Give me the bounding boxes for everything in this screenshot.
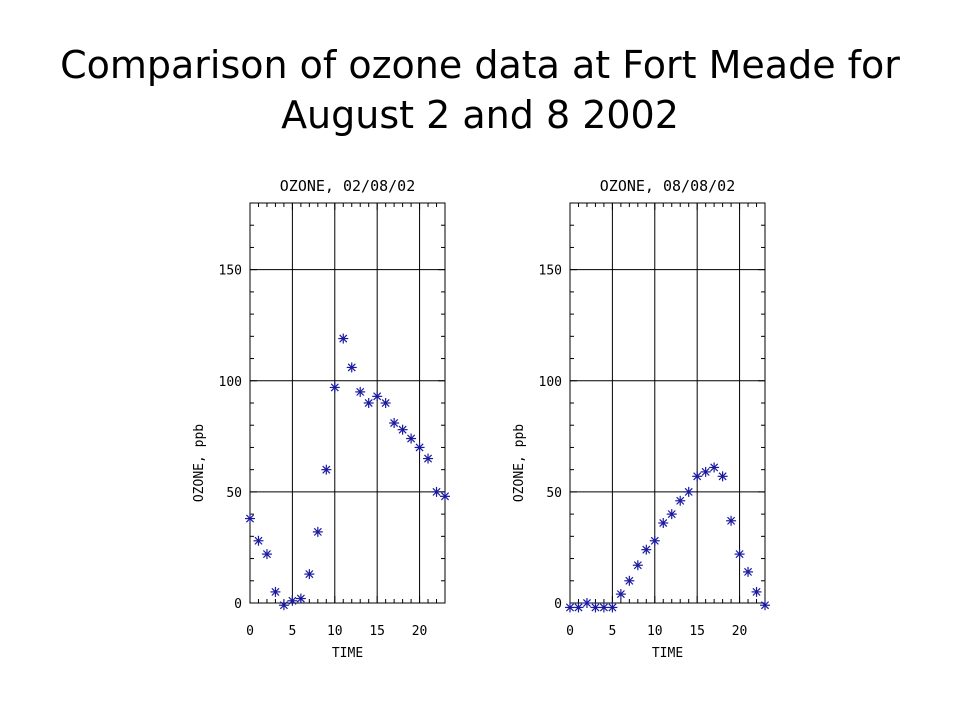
chart-0-data-point <box>406 433 417 444</box>
chart-0-x-tick-label: 5 <box>288 624 296 639</box>
chart-1-y-axis-label: OZONE, ppb <box>512 424 527 502</box>
chart-0-data-point <box>355 386 366 397</box>
chart-0-data-point <box>253 535 264 546</box>
chart-1-data-point <box>565 602 575 613</box>
chart-0-y-tick-label: 150 <box>219 264 242 279</box>
chart-0-x-tick-label: 20 <box>412 624 428 639</box>
chart-1-data-point <box>760 600 770 611</box>
chart-1-plot-frame <box>569 202 766 604</box>
chart-0-data-point <box>278 600 289 611</box>
chart-1-data-point <box>632 560 643 571</box>
chart-0-data-point <box>346 362 357 373</box>
chart-0-x-tick-label: 10 <box>327 624 343 639</box>
chart-0-data-point <box>423 453 434 464</box>
chart-1-x-tick-label: 10 <box>647 624 663 639</box>
chart-0-data-point <box>389 418 400 428</box>
chart-1-data-point <box>615 589 626 600</box>
chart-1-data-point <box>658 518 669 528</box>
chart-1-data-point <box>709 462 720 473</box>
chart-0-x-tick-label: 15 <box>369 624 385 639</box>
chart-0-title: OZONE, 02/08/02 <box>280 177 415 195</box>
chart-1-data-point <box>726 515 737 526</box>
chart-1-x-axis-label: TIME <box>652 646 683 661</box>
chart-1-data-point <box>624 575 635 586</box>
chart-1-data-point <box>641 544 652 555</box>
ozone-chart-aug-2: 0 5 10 15 20 0 50 100 150 OZONE, 02/08/02 TIME OZON… <box>192 177 450 661</box>
chart-1-y-tick-label: 0 <box>554 597 562 612</box>
chart-0-data-point <box>261 549 272 560</box>
chart-1-data-point <box>743 566 754 577</box>
chart-1-y-tick-label: 150 <box>539 264 562 279</box>
chart-0-x-tick-label: 0 <box>246 624 254 639</box>
chart-1-data-point <box>675 495 686 506</box>
chart-1-x-tick-label: 15 <box>689 624 705 639</box>
ozone-chart-aug-8: 0 5 10 15 20 0 50 100 150 OZONE, 08/08/02 TIME OZON… <box>512 177 770 661</box>
chart-0-data-point <box>312 526 323 537</box>
chart-1-x-tick-label: 0 <box>566 624 574 639</box>
chart-1-x-tick-label: 20 <box>732 624 748 639</box>
chart-1-data-point <box>573 602 584 613</box>
chart-1-data-point <box>700 466 711 477</box>
chart-0-data-point <box>338 333 349 344</box>
chart-0-data-point <box>397 424 408 435</box>
chart-1-y-tick-label: 100 <box>539 375 562 390</box>
chart-0-data-point <box>270 586 281 597</box>
chart-0-data-point <box>321 464 332 475</box>
chart-0-data-point <box>372 391 383 402</box>
chart-1-data-point <box>581 598 592 608</box>
chart-0-data-point <box>440 491 450 502</box>
chart-1-y-tick-label: 50 <box>546 486 562 501</box>
chart-0-x-axis-label: TIME <box>332 646 363 661</box>
chart-1-data-point <box>590 602 601 613</box>
chart-0-data-point <box>245 513 255 524</box>
chart-0-data-point <box>363 398 374 408</box>
chart-0-data-point <box>329 382 340 393</box>
chart-1-title: OZONE, 08/08/02 <box>600 177 735 195</box>
slide-title-line-2: August 2 and 8 2002 <box>281 93 679 137</box>
chart-0-y-axis-label: OZONE, ppb <box>192 424 207 502</box>
chart-0-y-tick-label: 0 <box>234 597 242 612</box>
chart-1-data-point <box>649 535 660 546</box>
chart-1-data-point <box>751 586 762 597</box>
chart-0-y-tick-label: 50 <box>226 486 242 501</box>
chart-1-data-point <box>692 471 703 482</box>
chart-1-x-tick-label: 5 <box>608 624 616 639</box>
chart-0-y-tick-label: 100 <box>219 375 242 390</box>
chart-0-plot-frame <box>249 202 446 604</box>
chart-1-data-point <box>666 509 677 520</box>
chart-1-data-point <box>734 549 745 560</box>
chart-0-data-point <box>304 569 315 580</box>
chart-1-data-point <box>683 486 694 497</box>
chart-1-data-point <box>607 602 618 613</box>
chart-0-data-point <box>431 486 442 497</box>
chart-0-data-point <box>287 595 298 606</box>
chart-0-data-point <box>295 593 306 604</box>
chart-1-data-point <box>598 602 609 613</box>
slide-title-line-1: Comparison of ozone data at Fort Meade f… <box>60 43 900 87</box>
chart-0-data-point <box>414 442 425 453</box>
slide-title: Comparison of ozone data at Fort Meade f… <box>60 40 900 140</box>
chart-0-data-point <box>380 398 391 408</box>
chart-1-data-point <box>717 471 728 482</box>
